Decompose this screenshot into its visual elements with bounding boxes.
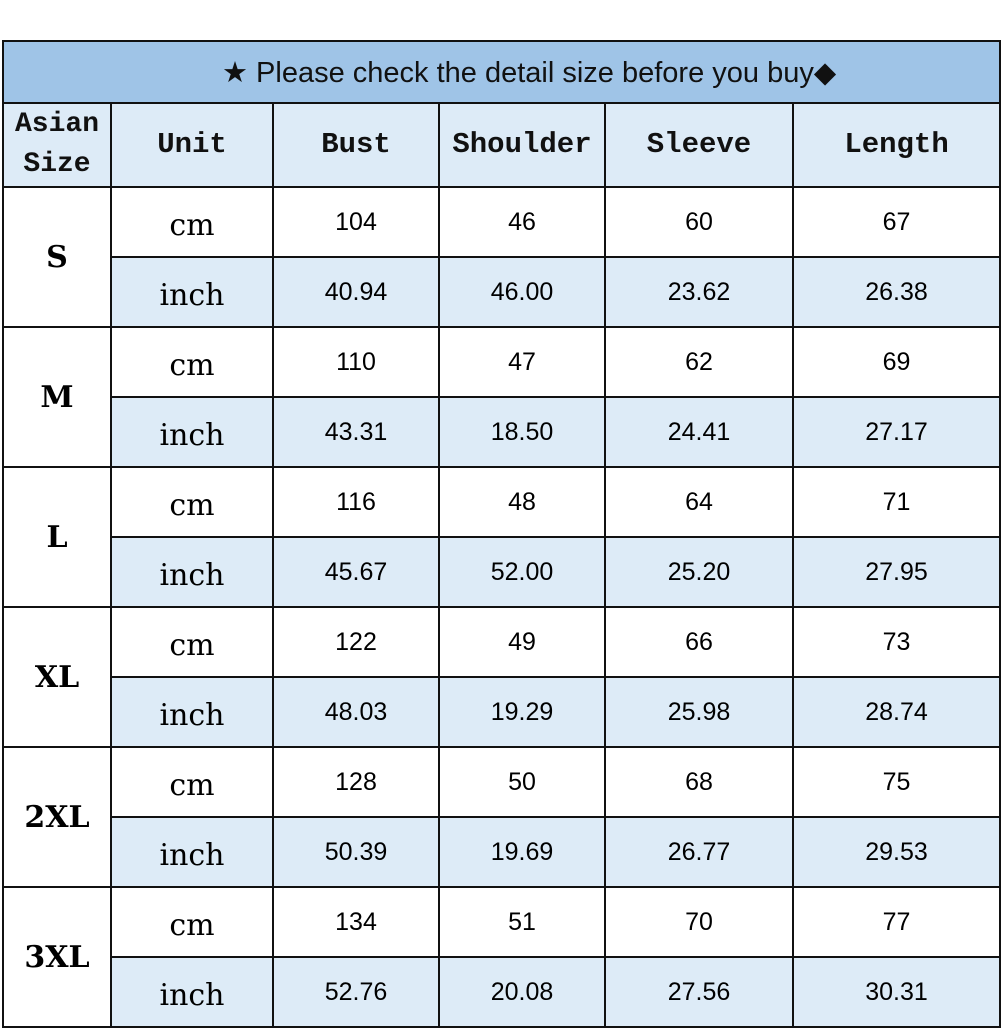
measurement-cell: 51 <box>438 886 606 958</box>
measurement-cell: 46.00 <box>438 256 606 328</box>
table-row: 3XL cm 134 51 70 77 <box>2 886 1002 1028</box>
table-row: 2XL cm 128 50 68 75 <box>2 746 1002 888</box>
measurement-cell: 19.29 <box>438 676 606 748</box>
measurement-cell: 52.00 <box>438 536 606 608</box>
unit-label: inch <box>110 396 274 468</box>
unit-label: cm <box>110 326 274 398</box>
unit-label: inch <box>110 816 274 888</box>
size-label: S <box>2 186 112 328</box>
measurement-cell: 73 <box>791 606 1002 678</box>
chart-title: ★ Please check the detail size before yo… <box>1 40 1002 104</box>
measurement-cell: 25.98 <box>604 676 794 748</box>
table-row: inch 40.94 46.00 23.62 26.38 <box>3 256 1002 328</box>
measurement-cell: 27.95 <box>791 536 1002 608</box>
measurement-cell: 46 <box>438 186 606 258</box>
size-label: L <box>2 466 112 608</box>
unit-label: inch <box>110 536 274 608</box>
measurement-cell: 52.76 <box>272 956 440 1028</box>
table-row: inch 45.67 52.00 25.20 27.95 <box>3 536 1002 608</box>
header-asian-size: Asian Size <box>2 102 112 188</box>
unit-label: inch <box>110 956 274 1028</box>
measurement-cell: 50 <box>438 746 606 818</box>
table-row: XL cm 122 49 66 73 <box>2 606 1002 748</box>
measurement-cell: 30.31 <box>791 956 1002 1028</box>
measurement-cell: 69 <box>791 326 1002 398</box>
measurement-cell: 48 <box>438 466 606 538</box>
unit-label: cm <box>110 606 274 678</box>
measurement-cell: 62 <box>604 326 794 398</box>
measurement-cell: 18.50 <box>438 396 606 468</box>
measurement-cell: 128 <box>272 746 440 818</box>
header-shoulder: Shoulder <box>438 102 606 188</box>
measurement-cell: 25.20 <box>604 536 794 608</box>
measurement-cell: 24.41 <box>604 396 794 468</box>
header-sleeve: Sleeve <box>604 102 794 188</box>
table-row: inch 43.31 18.50 24.41 27.17 <box>3 396 1002 468</box>
measurement-cell: 48.03 <box>272 676 440 748</box>
measurement-cell: 60 <box>604 186 794 258</box>
size-label: 2XL <box>2 746 112 888</box>
measurement-cell: 77 <box>791 886 1002 958</box>
table-row: inch 52.76 20.08 27.56 30.31 <box>3 956 1002 1028</box>
header-unit: Unit <box>110 102 274 188</box>
measurement-cell: 116 <box>272 466 440 538</box>
measurement-cell: 50.39 <box>272 816 440 888</box>
unit-label: inch <box>110 256 274 328</box>
measurement-cell: 70 <box>604 886 794 958</box>
measurement-cell: 67 <box>791 186 1002 258</box>
measurement-cell: 71 <box>791 466 1002 538</box>
measurement-cell: 28.74 <box>791 676 1002 748</box>
size-label: 3XL <box>2 886 112 1028</box>
measurement-cell: 49 <box>438 606 606 678</box>
measurement-cell: 40.94 <box>272 256 440 328</box>
unit-label: cm <box>110 746 274 818</box>
unit-label: cm <box>110 466 274 538</box>
measurement-cell: 75 <box>791 746 1002 818</box>
measurement-cell: 66 <box>604 606 794 678</box>
measurement-cell: 122 <box>272 606 440 678</box>
size-label: M <box>2 326 112 468</box>
size-label: XL <box>2 606 112 748</box>
measurement-cell: 134 <box>272 886 440 958</box>
measurement-cell: 43.31 <box>272 396 440 468</box>
header-bust: Bust <box>272 102 440 188</box>
table-row: inch 50.39 19.69 26.77 29.53 <box>3 816 1002 888</box>
measurement-cell: 27.56 <box>604 956 794 1028</box>
unit-label: cm <box>110 186 274 258</box>
unit-label: cm <box>110 886 274 958</box>
measurement-cell: 26.77 <box>604 816 794 888</box>
measurement-cell: 68 <box>604 746 794 818</box>
header-length: Length <box>791 102 1002 188</box>
header-row: Asian Size Unit Bust Shoulder Sleeve Len… <box>2 102 1002 188</box>
measurement-cell: 27.17 <box>791 396 1002 468</box>
measurement-cell: 104 <box>272 186 440 258</box>
measurement-cell: 19.69 <box>438 816 606 888</box>
measurement-cell: 26.38 <box>791 256 1002 328</box>
measurement-cell: 45.67 <box>272 536 440 608</box>
measurement-cell: 29.53 <box>791 816 1002 888</box>
title-row: ★ Please check the detail size before yo… <box>1 40 1002 104</box>
measurement-cell: 23.62 <box>604 256 794 328</box>
measurement-cell: 47 <box>438 326 606 398</box>
measurement-cell: 110 <box>272 326 440 398</box>
table-row: inch 48.03 19.29 25.98 28.74 <box>3 676 1002 748</box>
measurement-cell: 20.08 <box>438 956 606 1028</box>
unit-label: inch <box>110 676 274 748</box>
size-chart-table: ★ Please check the detail size before yo… <box>1 40 1002 1028</box>
measurement-cell: 64 <box>604 466 794 538</box>
